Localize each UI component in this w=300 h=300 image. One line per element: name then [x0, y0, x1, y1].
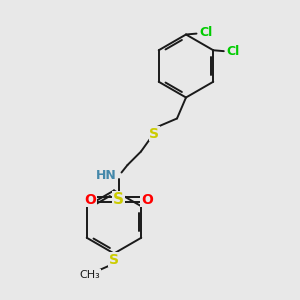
- Text: O: O: [84, 193, 96, 206]
- Text: S: S: [113, 192, 124, 207]
- Text: S: S: [109, 253, 119, 266]
- Text: Cl: Cl: [199, 26, 212, 40]
- Text: O: O: [141, 193, 153, 206]
- Text: CH₃: CH₃: [80, 269, 100, 280]
- Text: S: S: [149, 127, 160, 140]
- Text: Cl: Cl: [226, 45, 239, 58]
- Text: HN: HN: [96, 169, 117, 182]
